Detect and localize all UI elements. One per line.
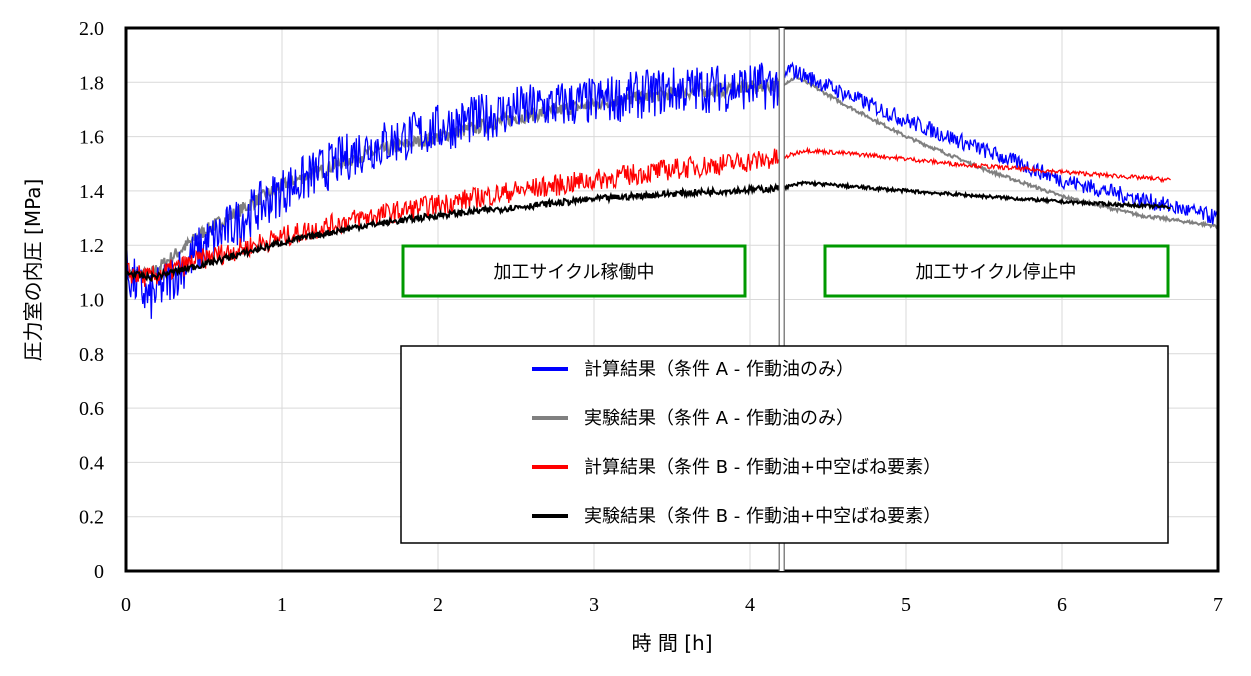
x-tick-label: 0 [121, 594, 131, 616]
annotation-stopped: 加工サイクル停止中 [915, 262, 1076, 283]
y-tick-label: 0.2 [79, 507, 104, 529]
x-tick-label: 6 [1057, 594, 1067, 616]
x-tick-label: 5 [901, 594, 911, 616]
y-tick-label: 0 [94, 561, 104, 583]
series-line-3 [125, 179, 1171, 283]
legend: 計算結果（条件 A - 作動油のみ） 実験結果（条件 A - 作動油のみ） 計算… [400, 345, 1169, 544]
y-tick-label: 1.2 [79, 235, 104, 257]
x-tick-label: 4 [745, 594, 755, 616]
legend-label: 計算結果（条件 B - 作動油+中空ばね要素） [584, 457, 941, 478]
y-tick-label: 1.0 [79, 290, 104, 312]
x-tick-labels: 0 1 2 3 4 5 6 7 [121, 594, 1223, 616]
x-tick-label: 3 [589, 594, 599, 616]
plot-frame [124, 26, 1220, 573]
series-group [125, 61, 1219, 319]
y-tick-label: 1.6 [79, 127, 104, 149]
y-tick-label: 2.0 [79, 18, 104, 40]
series-line-0 [125, 61, 1218, 319]
axis-break-gap [779, 28, 785, 571]
x-tick-label: 7 [1213, 594, 1223, 616]
series-line-2 [125, 146, 1171, 287]
x-axis-label: 時 間 [h] [632, 631, 713, 655]
y-tick-label: 0.8 [79, 344, 104, 366]
legend-label: 計算結果（条件 A - 作動油のみ） [584, 359, 854, 380]
legend-label: 実験結果（条件 B - 作動油+中空ばね要素） [584, 506, 941, 527]
annotation-box-stopped [823, 244, 1170, 298]
x-tick-label: 1 [277, 594, 287, 616]
y-tick-label: 0.4 [79, 452, 104, 474]
legend-label: 実験結果（条件 A - 作動油のみ） [584, 408, 854, 429]
annotation-box-running [401, 244, 747, 298]
y-tick-label: 0.6 [79, 398, 104, 420]
y-tick-labels: 0 0.2 0.4 0.6 0.8 1.0 1.2 1.4 1.6 1.8 2.0 [79, 18, 104, 583]
y-tick-label: 1.4 [79, 181, 104, 203]
y-axis-label: 圧力室の内圧 [MPa] [21, 179, 45, 362]
y-tick-label: 1.8 [79, 72, 104, 94]
annotation-running: 加工サイクル稼働中 [493, 262, 654, 283]
x-tick-label: 2 [433, 594, 443, 616]
